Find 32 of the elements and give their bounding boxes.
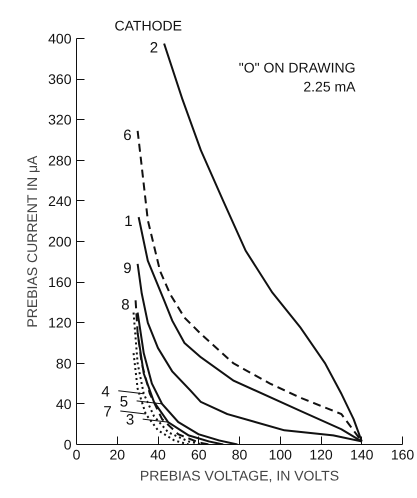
annotation: "O" ON DRAWING 2.25 mA: [238, 60, 356, 95]
annotation: 4: [101, 383, 110, 400]
y-tick-label: 320: [48, 112, 72, 128]
x-axis-title: PREBIAS VOLTAGE, IN VOLTS: [140, 468, 340, 484]
y-tick-label: 120: [48, 314, 72, 331]
x-tick-label: 20: [109, 446, 126, 462]
annotation: 8: [121, 296, 130, 314]
x-tick-label: 120: [309, 446, 333, 462]
x-tick-label: 140: [350, 446, 374, 462]
y-tick-label: 160: [48, 274, 72, 290]
y-tick-label: 240: [48, 192, 72, 209]
annotation: 9: [123, 260, 132, 277]
y-tick-label: 360: [48, 71, 72, 88]
annotation: 1: [124, 213, 133, 230]
annotation: 7: [103, 404, 112, 421]
text: CATHODE: [114, 18, 182, 34]
y-tick-label: 400: [48, 30, 72, 46]
x-tick-label: 100: [268, 446, 292, 462]
y-axis-title: PREBIAS CURRENT IN μA: [24, 154, 40, 328]
annotation: 3: [126, 412, 134, 429]
y-tick-label: 280: [48, 152, 72, 168]
annotation: 2: [150, 40, 158, 57]
x-tick-label: 60: [190, 446, 207, 462]
y-tick-label: 0: [64, 436, 72, 452]
x-tick-label: 160: [390, 446, 414, 462]
annotation: 5: [120, 393, 128, 410]
x-tick-label: 40: [150, 446, 166, 462]
x-tick-label: 80: [232, 446, 248, 462]
y-tick-label: 200: [48, 234, 72, 250]
annotation: 6: [123, 126, 132, 144]
y-tick-label: 80: [56, 355, 72, 372]
y-tick-label: 40: [56, 396, 72, 412]
